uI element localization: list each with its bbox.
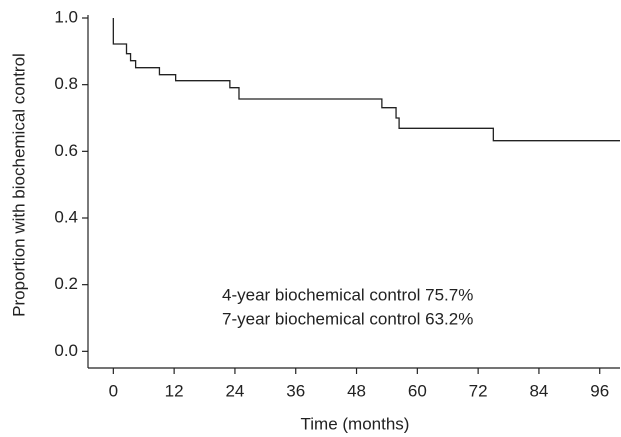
- x-tick-label: 24: [225, 381, 244, 400]
- x-tick-label: 96: [590, 381, 609, 400]
- x-axis-label: Time (months): [301, 414, 410, 433]
- x-tick-label: 60: [408, 381, 427, 400]
- y-tick-label: 0.0: [54, 341, 78, 360]
- y-axis-label: Proportion with biochemical control: [9, 53, 28, 317]
- x-tick-label: 72: [469, 381, 488, 400]
- survival-curve: [112, 18, 620, 142]
- x-tick-label: 0: [109, 381, 118, 400]
- annotation: 4-year biochemical control 75.7%: [222, 285, 473, 304]
- x-tick-label: 36: [286, 381, 305, 400]
- y-tick-label: 0.2: [54, 274, 78, 293]
- y-tick-label: 0.6: [54, 141, 78, 160]
- y-tick-label: 1.0: [54, 7, 78, 26]
- x-tick-label: 48: [347, 381, 366, 400]
- x-tick-label: 12: [165, 381, 184, 400]
- x-tick-label: 84: [529, 381, 548, 400]
- annotation: 7-year biochemical control 63.2%: [222, 309, 473, 328]
- y-tick-label: 0.4: [54, 207, 78, 226]
- y-tick-label: 0.8: [54, 74, 78, 93]
